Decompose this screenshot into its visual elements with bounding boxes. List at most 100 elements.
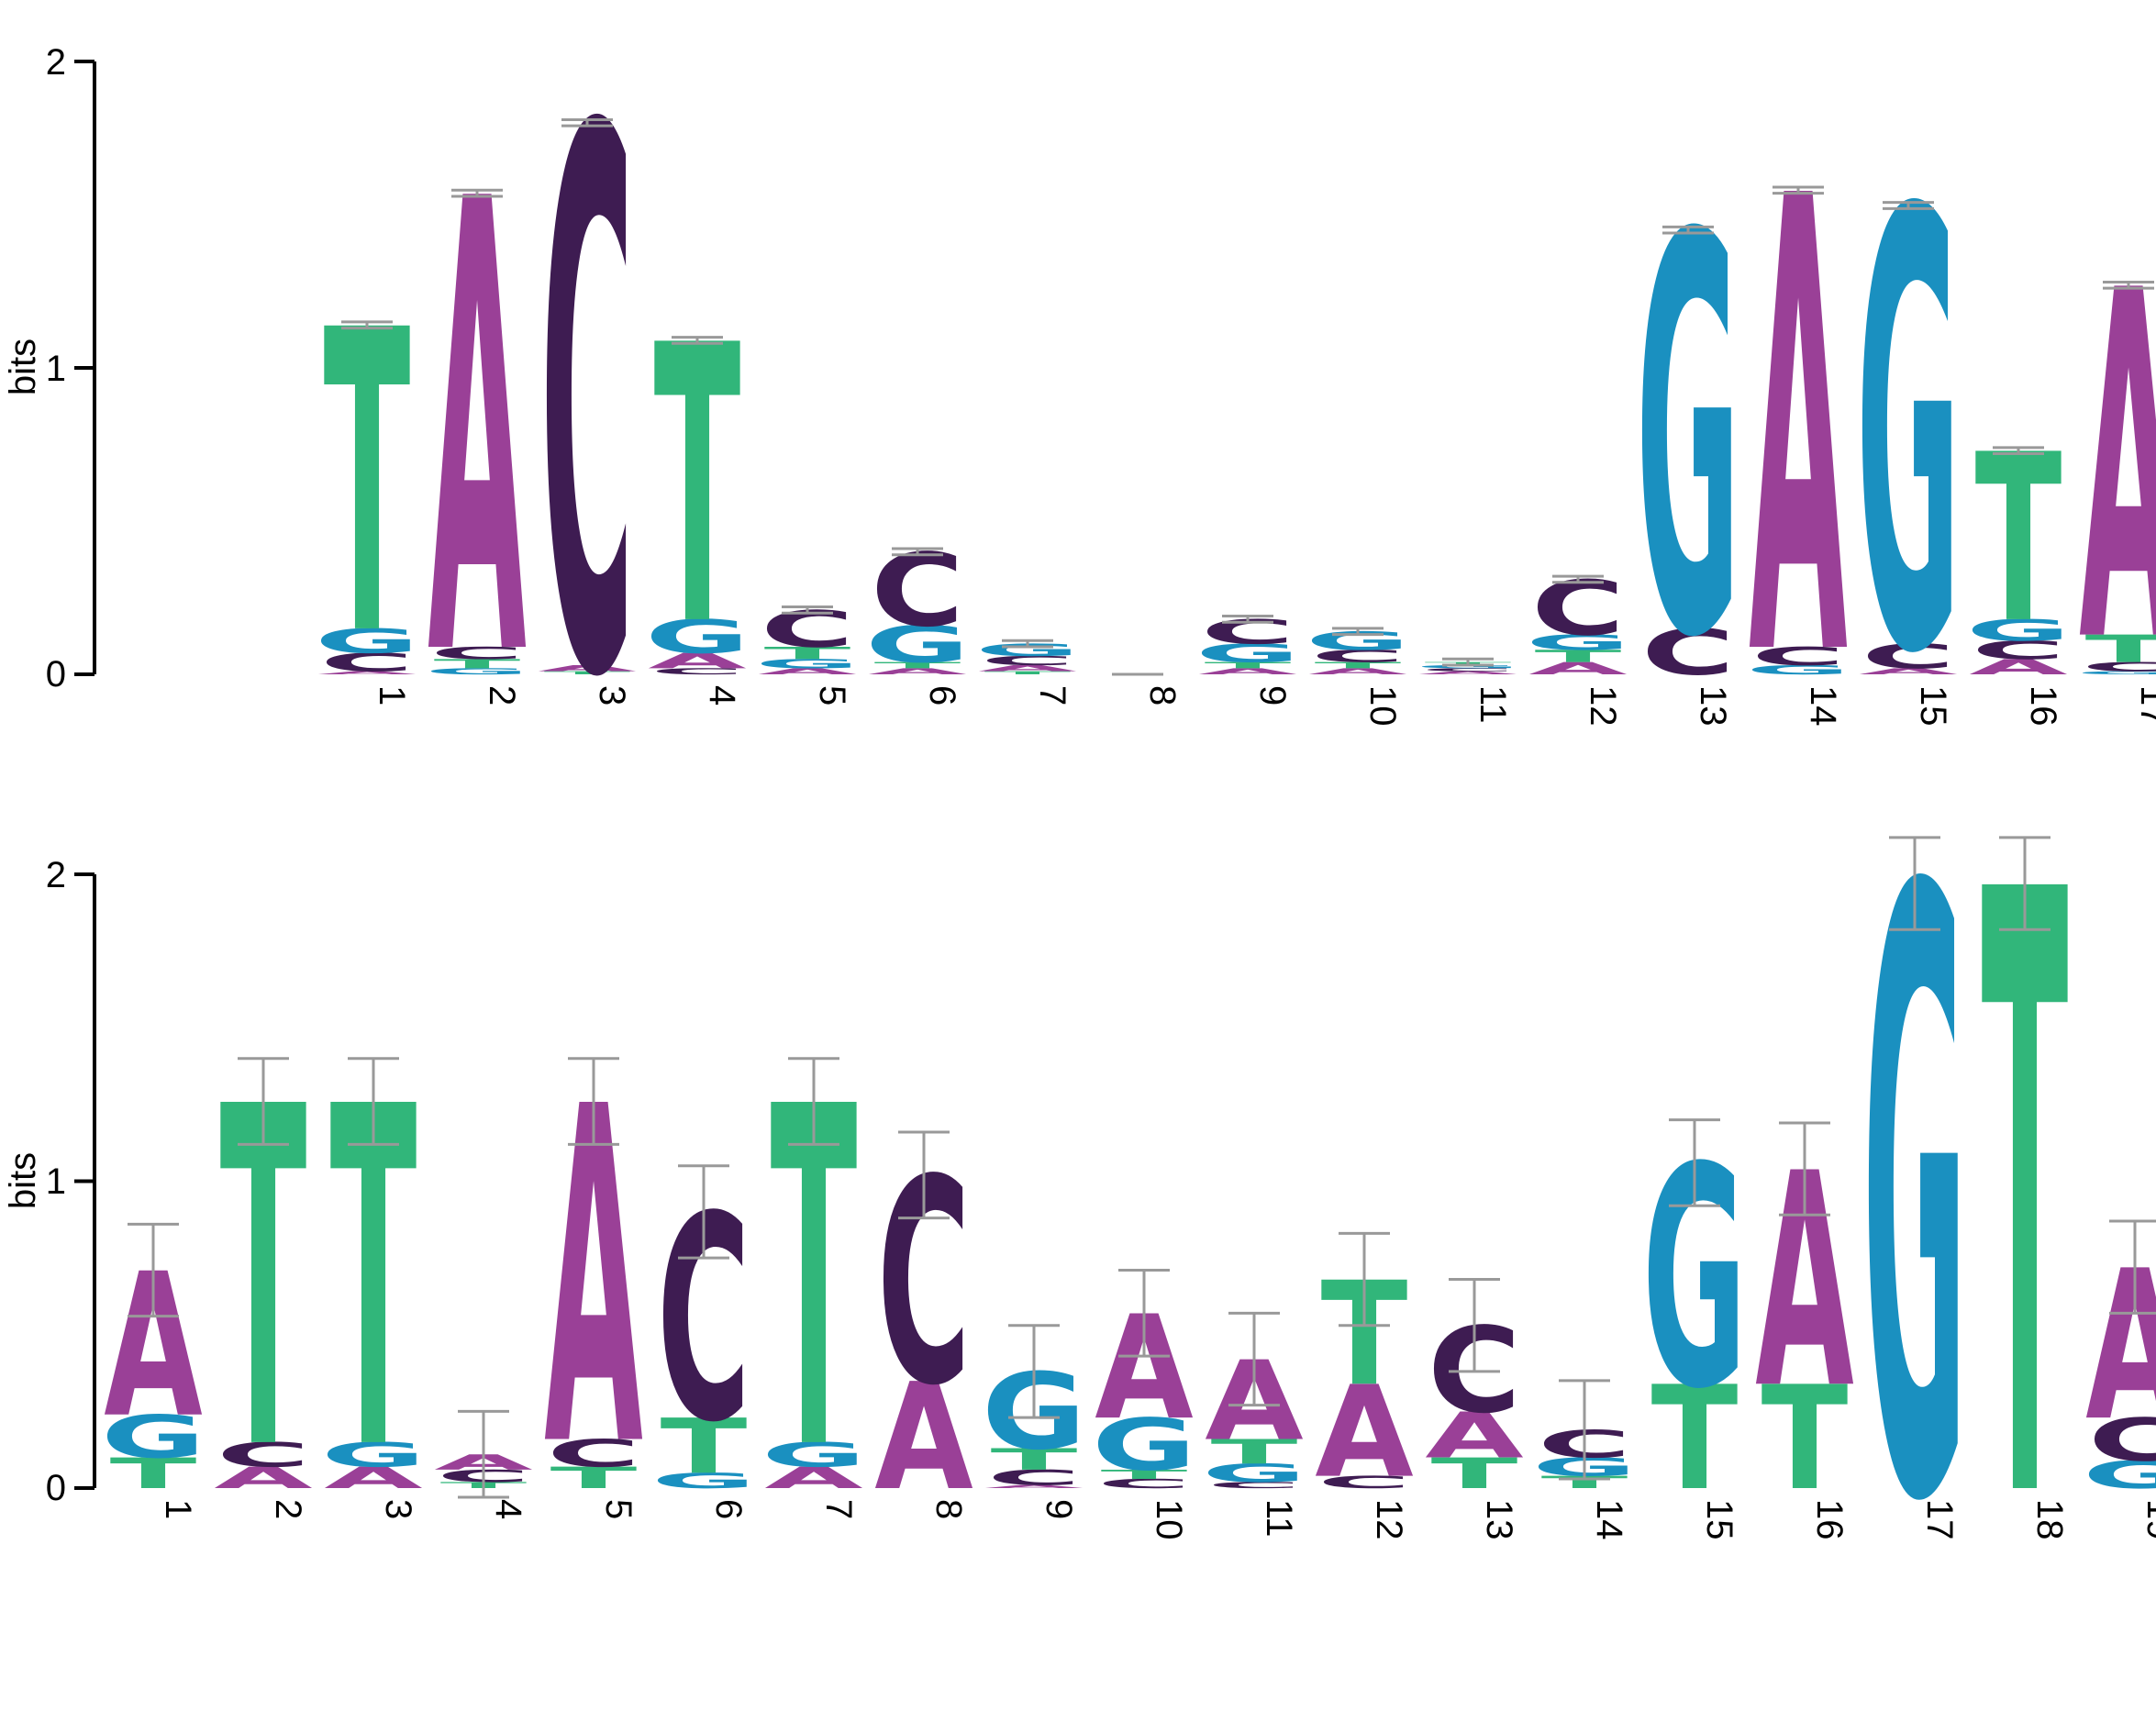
error-bar [1559, 1379, 1610, 1481]
logo-letter-c: C [540, 0, 634, 841]
logo-letter-t: T [1431, 1450, 1518, 1498]
logo-letter-t: T [661, 1403, 748, 1491]
y-tick-label-2: 2 [46, 42, 66, 83]
error-bar [1993, 446, 2044, 456]
logo-letter-g: G [425, 667, 529, 677]
logo-letter-t: T [544, 671, 631, 675]
logo-letter-g: G [101, 1403, 206, 1472]
error-bar [1883, 201, 1934, 210]
logo-panel-top: bits 2 1 0 ACGT1GTCA2TAC3CAGT4AGTC5ATGC6… [3, 0, 2156, 841]
error-bar [678, 1164, 729, 1260]
logo-letter-t: T [1535, 647, 1622, 666]
logo-stack-18: T18 [1982, 721, 2070, 1684]
error-bar [341, 320, 393, 330]
logo-letter-t: T [984, 671, 1072, 675]
logo-letter-c: C [2088, 1406, 2156, 1475]
logo-letter-t: T [764, 643, 851, 662]
error-bar [1002, 639, 1053, 649]
logo-letter-c: C [1972, 636, 2065, 665]
logo-letter-c: C [1207, 1481, 1301, 1491]
logo-letter-a: A [1859, 667, 1957, 677]
position-label: 12 [1583, 685, 1623, 727]
logo-letter-g: G [645, 610, 750, 664]
error-bar [1999, 836, 2050, 931]
logo-letter-g: G [755, 657, 860, 672]
logo-letter-a: A [758, 667, 856, 677]
logo-letter-g: G [1856, 86, 1961, 785]
logo-letter-a: A [2079, 192, 2156, 749]
logo-letter-g: G [1202, 1459, 1306, 1488]
logo-letter-c: C [1097, 1476, 1191, 1491]
logo-letter-a: A [1418, 671, 1517, 675]
position-label: 10 [1149, 1499, 1189, 1540]
position-label: 16 [2023, 685, 2063, 727]
position-label: 15 [1699, 1499, 1739, 1540]
error-bar [1552, 574, 1604, 584]
logo-letter-c: C [981, 653, 1074, 668]
logo-letter-g: G [1092, 1403, 1196, 1486]
position-label: 1 [372, 685, 412, 706]
error-bar [1339, 1231, 1390, 1328]
error-bar [1222, 615, 1273, 624]
logo-letter-c: C [1641, 616, 1735, 689]
position-label: 8 [1142, 685, 1183, 706]
logo-letter-a: A [2085, 1228, 2156, 1467]
error-bar [1008, 1324, 1060, 1419]
position-label: 7 [1032, 685, 1072, 706]
error-bar [1118, 1269, 1170, 1358]
y-tick-label-0: 0 [46, 654, 66, 694]
logo-letter-a: A [324, 1461, 422, 1495]
logo-letter-t: T [1975, 405, 2062, 673]
logo-letter-c: C [1861, 637, 1955, 676]
logo-letter-c: C [1751, 641, 1845, 671]
logo-letter-g: G [2076, 671, 2156, 675]
position-label: 4 [488, 1499, 528, 1519]
error-bar [892, 547, 943, 557]
logo-letter-a: A [1425, 1399, 1524, 1472]
position-label: 7 [818, 1499, 859, 1519]
position-label: 18 [2029, 1499, 2070, 1540]
error-bar [238, 1057, 289, 1146]
logo-letter-g: G [1416, 664, 1520, 669]
logo-letter-t: T [1315, 661, 1402, 671]
logo-letter-t: T [654, 266, 741, 710]
position-label: 19 [2139, 1499, 2156, 1540]
logo-stack-11: ACGT11 [1416, 657, 1520, 724]
position-label: 17 [2133, 685, 2156, 727]
logo-letter-g: G [1966, 613, 2071, 647]
position-label: 3 [378, 1499, 418, 1519]
logo-letter-a: A [648, 649, 746, 672]
logo-letter-a: A [1969, 655, 2067, 679]
y-tick-label-1: 1 [46, 1161, 66, 1202]
error-bar [458, 1409, 509, 1499]
logo-letter-g: G [975, 640, 1080, 660]
position-label: 5 [812, 685, 852, 706]
logo-letter-c: C [430, 643, 524, 662]
logo-letter-g: G [1746, 662, 1850, 677]
logo-stack-17: G17 [1862, 721, 1967, 1684]
logo-stack-4: TCA4 [434, 1409, 533, 1519]
logo-letter-a: A [868, 667, 966, 677]
position-label: 4 [702, 685, 742, 706]
error-bar [1442, 657, 1494, 667]
y-tick-label-1: 1 [46, 349, 66, 389]
position-label: 2 [482, 685, 522, 706]
error-bar [561, 117, 613, 128]
error-bar [1662, 225, 1714, 235]
